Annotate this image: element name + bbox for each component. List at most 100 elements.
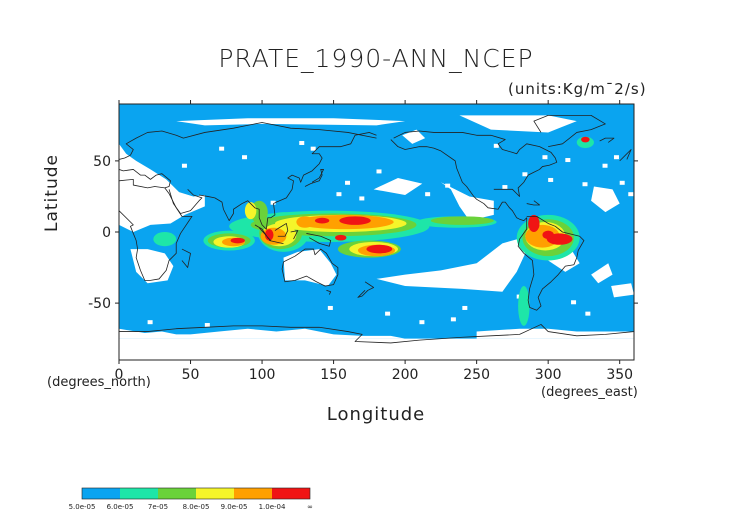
x-tick-label: 0	[115, 367, 124, 383]
coastline	[274, 223, 289, 237]
axes: 0 50 100 150 200 250 300 350 -50 0 50	[88, 100, 638, 383]
dry-region	[591, 186, 620, 213]
dry-cell	[571, 300, 577, 305]
dry-region	[176, 118, 406, 126]
dry-cell	[619, 180, 625, 185]
dry-region	[376, 237, 526, 292]
dry-cell	[181, 163, 187, 168]
x-tick-label: 50	[182, 367, 200, 383]
precipitation-field	[119, 104, 634, 360]
dry-region	[591, 263, 613, 284]
x-tick-label: 100	[249, 367, 276, 383]
coastline	[199, 132, 377, 230]
colorbar-label: ∞	[307, 503, 313, 511]
dry-cell	[450, 317, 456, 322]
dry-region	[119, 328, 406, 339]
x-tick-label: 350	[606, 367, 633, 383]
rain-cell-c6	[264, 229, 274, 241]
x-tick-label: 250	[463, 367, 490, 383]
colorbar-swatch-c1	[82, 488, 120, 499]
colorbar: 5.0e-05 6.0e-05 7e-05 8.0e-05 9.0e-05 1.0e-04…	[69, 487, 313, 511]
dry-region	[402, 129, 426, 144]
rain-cell-c6	[230, 237, 245, 244]
x-tick-label: 150	[320, 367, 347, 383]
y-tick-label: 50	[93, 154, 111, 170]
dry-cell	[602, 163, 608, 168]
colorbar-swatch-c2	[120, 488, 158, 499]
dry-cell	[502, 185, 508, 190]
coastline	[304, 169, 324, 187]
dry-cell	[336, 192, 342, 197]
dry-cell	[219, 146, 225, 151]
colorbar-swatch-c3	[158, 488, 196, 499]
coastline	[393, 130, 558, 197]
x-tick-label: 200	[392, 367, 419, 383]
colorbar-label: 6.0e-05	[107, 503, 134, 511]
dry-cell	[204, 323, 210, 328]
dry-region	[373, 177, 423, 196]
coastline	[254, 224, 272, 241]
dry-cell	[542, 155, 548, 160]
x-axis-title: Longitude	[326, 404, 426, 425]
y-tick-label: 0	[102, 225, 111, 241]
dry-region	[440, 182, 494, 221]
dry-cell	[462, 305, 468, 310]
dry-cell	[345, 180, 351, 185]
coastline	[119, 324, 634, 344]
dry-cell	[242, 155, 248, 160]
dry-region	[119, 143, 205, 232]
coastline	[281, 248, 339, 287]
colorbar-label: 1.0e-04	[259, 503, 286, 511]
units-label: (units:Kg/m¯2/s)	[508, 80, 647, 98]
coastline	[119, 122, 377, 160]
coastline	[390, 139, 585, 311]
colorbar-label: 5.0e-05	[69, 503, 96, 511]
coastline	[526, 200, 540, 206]
chart-title: PRATE_1990-ANN_NCEP	[218, 44, 534, 73]
dry-cell	[613, 155, 619, 160]
coastline	[306, 233, 332, 247]
dry-region	[611, 283, 634, 298]
colorbar-label: 9.0e-05	[221, 503, 248, 511]
dry-cell	[493, 143, 499, 148]
rain-cell-c6	[335, 234, 347, 241]
coastline	[168, 189, 203, 214]
colorbar-frame	[81, 487, 311, 500]
coastline	[269, 240, 284, 244]
dry-cell	[147, 320, 153, 325]
rain-cell-c6	[366, 244, 393, 254]
colorbar-label: 7e-05	[148, 503, 168, 511]
coastline	[599, 137, 615, 143]
dry-region	[283, 249, 337, 287]
dry-cell	[565, 158, 571, 163]
colorbar-swatch-c4	[196, 488, 234, 499]
dry-cell	[425, 192, 431, 197]
x-axis-units: (degrees_east)	[541, 385, 638, 400]
dry-cell	[299, 140, 305, 145]
coastline	[326, 289, 332, 295]
rain-cell-c5	[296, 216, 314, 228]
colorbar-swatch-c6	[272, 488, 310, 499]
colorbar-swatch-c5	[234, 488, 272, 499]
coastline	[533, 114, 606, 148]
dry-cell	[522, 172, 528, 177]
dry-cell	[359, 196, 365, 201]
dry-region	[459, 115, 577, 133]
dry-cell	[582, 182, 588, 187]
dry-region	[476, 328, 634, 339]
rain-cell-c2	[518, 286, 530, 326]
dry-cell	[585, 311, 591, 316]
y-axis-units: (degrees_north)	[47, 375, 151, 390]
x-tick-label: 300	[535, 367, 562, 383]
y-tick-label: -50	[88, 296, 111, 312]
rain-cell-c6	[339, 216, 371, 225]
rain-cell-c4	[244, 202, 257, 220]
coastline	[119, 160, 171, 189]
coastline	[119, 187, 193, 281]
coastline	[181, 248, 191, 268]
coastline	[290, 230, 299, 240]
dry-cell	[327, 305, 333, 310]
dry-cell	[419, 320, 425, 325]
coastline	[619, 149, 632, 162]
